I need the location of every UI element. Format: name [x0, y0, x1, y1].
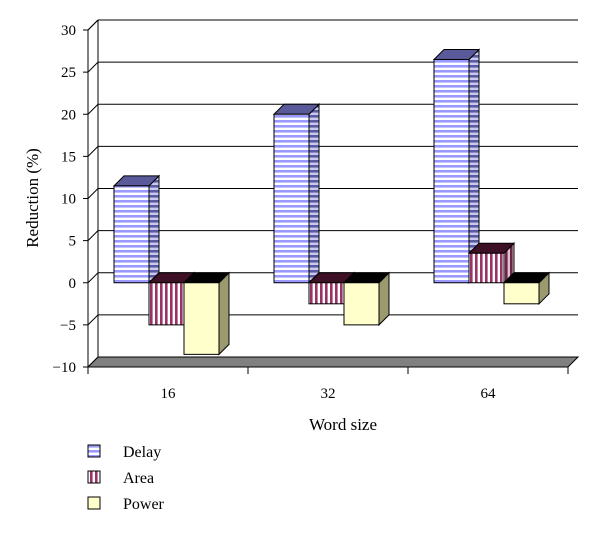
- legend-swatch: [87, 470, 101, 484]
- legend-swatch: [87, 444, 101, 458]
- bar-front: [468, 252, 505, 284]
- bar-front: [148, 282, 185, 326]
- legend-item-power: Power: [87, 496, 165, 513]
- y-tick-label: 0: [69, 276, 77, 292]
- bar-front: [503, 282, 540, 305]
- gridline-side: [87, 19, 99, 31]
- gridline-side: [87, 272, 99, 284]
- bar-delay-16: [112, 174, 161, 284]
- y-tick-label: 10: [61, 192, 76, 208]
- x-tick-label: 16: [161, 386, 177, 402]
- gridline-side: [87, 230, 99, 241]
- gridline-side: [87, 146, 99, 157]
- bar-front: [113, 185, 150, 284]
- bar-side: [148, 174, 160, 284]
- bar-power-32: [342, 271, 391, 327]
- bar-area-64: [467, 242, 516, 284]
- gridline-side: [87, 61, 99, 73]
- y-axis-label: Reduction (%): [23, 148, 42, 248]
- y-tick-label: 15: [61, 149, 76, 165]
- bar-side: [308, 103, 320, 284]
- x-tick-label: 32: [321, 386, 336, 402]
- x-axis: 16 32 64: [87, 366, 569, 402]
- legend-swatch: [87, 496, 101, 510]
- chart-floor: [86, 356, 580, 368]
- y-tick-label: 5: [69, 234, 77, 250]
- y-tick-label: 25: [61, 65, 76, 81]
- bar-power-16: [182, 271, 231, 356]
- x-tick-label: 64: [481, 386, 497, 402]
- legend-label: Power: [123, 496, 165, 513]
- bar-delay-32: [272, 103, 321, 284]
- bar-power-64: [502, 271, 551, 306]
- y-axis: 30 25 20 15 10 5 0 −5 −10: [53, 23, 89, 376]
- y-tick-label: 30: [61, 23, 76, 39]
- y-tick-label: −5: [60, 318, 76, 334]
- bar-front: [343, 282, 380, 326]
- gridlines: [87, 19, 578, 326]
- bar-front: [183, 282, 220, 355]
- y-tick-label: 20: [61, 107, 76, 123]
- legend-item-delay: Delay: [87, 444, 161, 461]
- bar-delay-64: [432, 48, 481, 284]
- gridline-side: [87, 314, 99, 326]
- legend-label: Delay: [123, 444, 161, 461]
- legend-item-area: Area: [87, 470, 154, 487]
- bar-front: [273, 113, 310, 284]
- y-tick-label: −10: [53, 360, 76, 376]
- floor-plane: [86, 356, 580, 368]
- gridline-side: [87, 188, 99, 199]
- gridline-side: [87, 103, 99, 115]
- x-axis-label: Word size: [309, 415, 377, 434]
- bar-front: [308, 282, 345, 305]
- legend-label: Area: [123, 470, 154, 487]
- bar-series: [112, 48, 551, 356]
- bar-side: [218, 271, 230, 356]
- legend: Delay Area Power: [87, 444, 165, 513]
- bar-front: [433, 58, 470, 284]
